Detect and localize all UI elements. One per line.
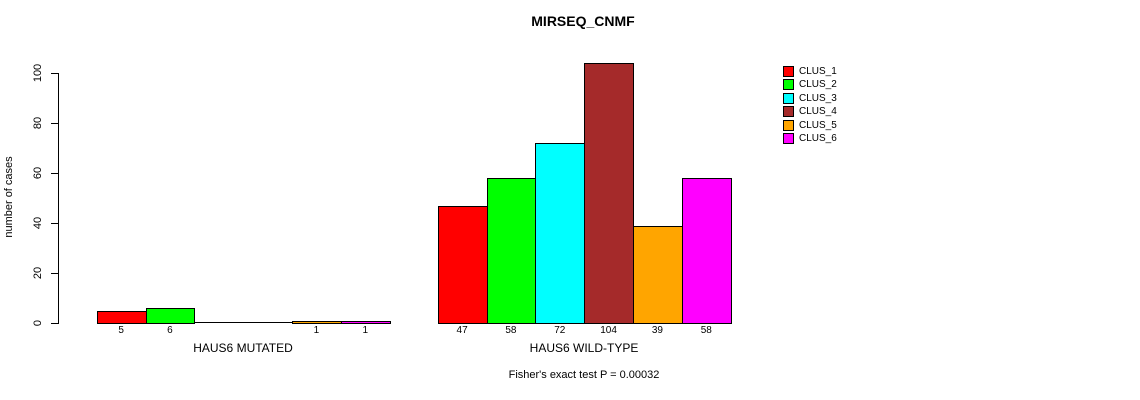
- legend-label: CLUS_2: [799, 79, 837, 91]
- y-tick-mark: [50, 73, 58, 74]
- bar: [681, 178, 732, 324]
- legend-item: CLUS_2: [783, 79, 837, 91]
- bar-zero: [243, 322, 294, 323]
- legend-label: CLUS_6: [799, 133, 837, 144]
- y-tick-label: 0: [32, 319, 44, 327]
- y-tick-mark: [50, 223, 58, 224]
- y-axis-line: [57, 73, 59, 324]
- legend-label: CLUS_3: [799, 92, 837, 104]
- legend-label: CLUS_5: [799, 119, 837, 131]
- bar-value-label: 104: [600, 325, 617, 336]
- legend-item: CLUS_6: [783, 133, 837, 144]
- y-tick-label: 20: [32, 266, 44, 280]
- fisher-test-annotation: Fisher's exact test P = 0.00032: [508, 369, 660, 381]
- y-tick-label: 60: [32, 166, 44, 180]
- legend-swatch: [783, 79, 794, 91]
- y-axis-label: number of cases: [3, 156, 15, 238]
- bar: [145, 308, 196, 324]
- y-tick-label: 40: [32, 216, 44, 230]
- legend-item: CLUS_1: [783, 66, 837, 77]
- bar-value-label: 1: [362, 325, 369, 336]
- legend-item: CLUS_5: [783, 119, 837, 131]
- legend-item: CLUS_3: [783, 92, 837, 104]
- bar: [633, 225, 683, 324]
- legend-swatch: [783, 133, 794, 144]
- bar: [584, 63, 635, 324]
- y-tick-label: 100: [32, 63, 44, 83]
- y-tick-mark: [50, 173, 58, 174]
- bar: [535, 143, 586, 324]
- bar-zero: [194, 322, 245, 323]
- legend-swatch: [783, 66, 794, 77]
- bar-value-label: 1: [313, 325, 320, 336]
- bar-value-label: 6: [167, 325, 173, 336]
- group-label-mutated: HAUS6 MUTATED: [193, 341, 293, 355]
- legend-item: CLUS_4: [783, 106, 837, 118]
- group-label-wildtype: HAUS6 WILD-TYPE: [529, 341, 639, 355]
- y-tick-mark: [50, 123, 58, 124]
- bar-value-label: 58: [505, 325, 517, 336]
- y-tick-mark: [50, 323, 58, 324]
- bar-value-label: 72: [554, 325, 566, 336]
- legend-swatch: [783, 92, 794, 104]
- bar: [437, 205, 488, 324]
- bar: [486, 178, 537, 324]
- legend-swatch: [783, 106, 794, 118]
- y-tick-label: 80: [32, 116, 44, 130]
- bar-value-label: 39: [651, 325, 663, 336]
- legend-label: CLUS_4: [799, 106, 837, 118]
- bar: [340, 320, 391, 324]
- legend-label: CLUS_1: [799, 66, 837, 77]
- bar: [96, 310, 147, 324]
- bar: [292, 320, 342, 324]
- chart-title: MIRSEQ_CNMF: [531, 13, 635, 29]
- legend-swatch: [783, 119, 794, 131]
- bar-value-label: 47: [456, 325, 468, 336]
- bar-value-label: 5: [118, 325, 124, 336]
- bar-value-label: 58: [700, 325, 712, 336]
- y-tick-mark: [50, 273, 58, 274]
